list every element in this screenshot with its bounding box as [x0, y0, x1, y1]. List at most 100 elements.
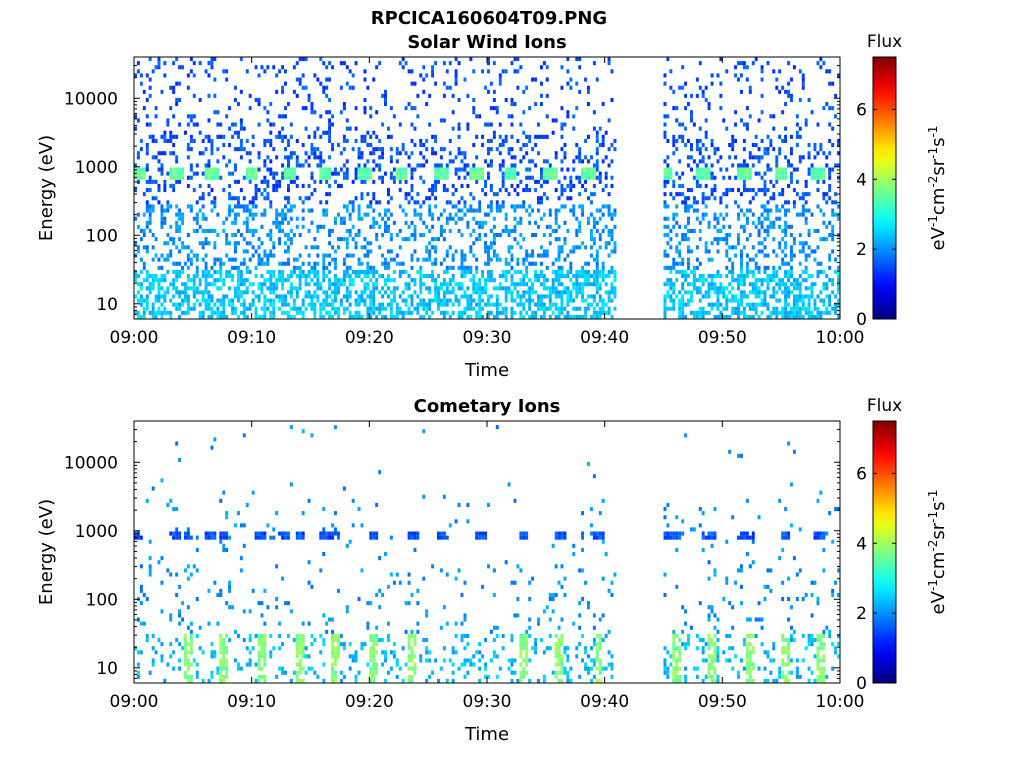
heatmap-cell [451, 216, 455, 221]
heatmap-cell [448, 282, 452, 287]
heatmap-cell [551, 228, 555, 233]
heatmap-cell [222, 638, 226, 643]
heatmap-cell [816, 167, 820, 172]
heatmap-cell [160, 167, 164, 172]
heatmap-cell [322, 314, 326, 319]
heatmap-cell [454, 57, 458, 62]
heatmap-cell [787, 81, 791, 86]
heatmap-cell [798, 69, 802, 74]
heatmap-cell [760, 278, 764, 283]
heatmap-cell [313, 151, 317, 156]
heatmap-cell [222, 543, 226, 548]
heatmap-cell [828, 294, 832, 299]
heatmap-cell [481, 69, 485, 74]
heatmap-cell [534, 134, 538, 139]
heatmap-cell [204, 216, 208, 221]
heatmap-cell [601, 134, 605, 139]
heatmap-cell [484, 192, 488, 197]
heatmap-cell [528, 167, 532, 172]
heatmap-cell [272, 183, 276, 188]
heatmap-cell [701, 159, 705, 164]
heatmap-cell [401, 310, 405, 315]
heatmap-cell [289, 171, 293, 176]
heatmap-cell [389, 106, 393, 111]
heatmap-cell [469, 249, 473, 254]
heatmap-cell [351, 654, 355, 659]
heatmap-cell [213, 200, 217, 205]
heatmap-cell [754, 306, 758, 311]
heatmap-cell [807, 143, 811, 148]
heatmap-cell [186, 204, 190, 209]
heatmap-cell [828, 106, 832, 111]
heatmap-cell [257, 155, 261, 160]
heatmap-cell [281, 269, 285, 274]
heatmap-cell [428, 196, 432, 201]
heatmap-cell [192, 658, 196, 663]
heatmap-cell [419, 658, 423, 663]
heatmap-cell [210, 151, 214, 156]
heatmap-cell [510, 282, 514, 287]
heatmap-cell [301, 106, 305, 111]
heatmap-cell [407, 654, 411, 659]
heatmap-cell [178, 208, 182, 213]
heatmap-cell [213, 531, 217, 536]
heatmap-cell [734, 298, 738, 303]
heatmap-cell [778, 89, 782, 94]
heatmap-cell [357, 175, 361, 180]
heatmap-cell [381, 314, 385, 319]
heatmap-cell [142, 212, 146, 217]
heatmap-cell [248, 662, 252, 667]
heatmap-cell [313, 670, 317, 675]
heatmap-cell [307, 269, 311, 274]
heatmap-cell [607, 241, 611, 246]
heatmap-cell [781, 85, 785, 90]
heatmap-cell [487, 245, 490, 250]
heatmap-cell [519, 278, 523, 283]
heatmap-cell [757, 314, 761, 319]
heatmap-cell [354, 269, 358, 274]
heatmap-cell [695, 167, 699, 172]
heatmap-cell [545, 93, 549, 98]
heatmap-cell [275, 183, 279, 188]
heatmap-cell [237, 662, 240, 667]
heatmap-cell [728, 233, 732, 238]
heatmap-cell [381, 151, 385, 156]
heatmap-cell [578, 306, 582, 311]
heatmap-cell [260, 674, 264, 679]
heatmap-cell [504, 286, 508, 291]
heatmap-cell [748, 89, 752, 94]
heatmap-cell [289, 294, 293, 299]
heatmap-cell [210, 445, 214, 450]
heatmap-cell [372, 282, 376, 287]
heatmap-cell [795, 306, 799, 311]
heatmap-cell [204, 265, 208, 270]
heatmap-cell [184, 286, 187, 291]
heatmap-cell [469, 175, 473, 180]
heatmap-cell [142, 592, 146, 597]
heatmap-cell [784, 89, 788, 94]
heatmap-cell [487, 151, 490, 156]
heatmap-cell [687, 204, 690, 209]
heatmap-cell [816, 294, 820, 299]
heatmap-cell [781, 228, 785, 233]
heatmap-cell [310, 278, 314, 283]
heatmap-cell [151, 633, 155, 638]
heatmap-cell [748, 314, 752, 319]
heatmap-cell [410, 278, 414, 283]
heatmap-cell [510, 114, 514, 119]
heatmap-cell [434, 298, 438, 303]
heatmap-cell [231, 220, 235, 225]
heatmap-cell [672, 212, 676, 217]
heatmap-cell [757, 216, 761, 221]
heatmap-cell [363, 290, 367, 295]
heatmap-cell [178, 228, 182, 233]
heatmap-cell [387, 208, 390, 213]
heatmap-cell [466, 126, 470, 131]
heatmap-cell [278, 179, 282, 184]
heatmap-cell [207, 171, 211, 176]
heatmap-cell [204, 253, 208, 258]
heatmap-cell [337, 143, 340, 148]
heatmap-cell [169, 151, 173, 156]
heatmap-cell [563, 237, 567, 242]
heatmap-cell [687, 163, 690, 168]
